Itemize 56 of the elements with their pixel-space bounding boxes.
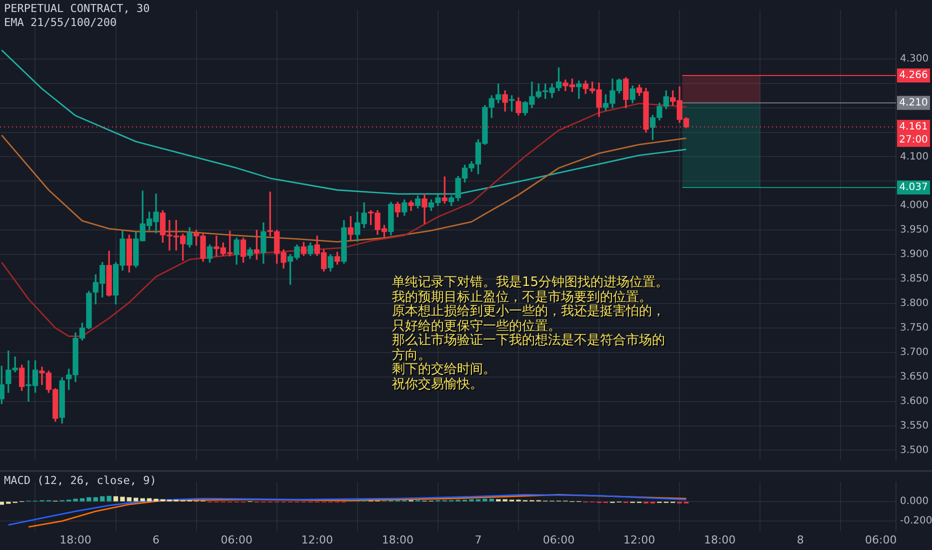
annotation: 27:00 — [899, 134, 928, 146]
x-tick-label: 18:00 — [60, 533, 92, 546]
y-tick-label: 3.500 — [900, 444, 929, 456]
annotation: 原本想止损给到更小一些的，我还是挺害怕的，只好给的更保守一些的位置。 — [392, 304, 666, 334]
text: EMA 21/55/100/200 — [4, 16, 118, 30]
x-tick-label: 06:00 — [220, 533, 252, 546]
bar — [73, 498, 78, 502]
bar — [126, 497, 132, 502]
x-tick-label: 06:00 — [865, 533, 897, 546]
bar — [154, 498, 158, 502]
y-tick-label: 3.550 — [900, 420, 929, 432]
x-tick-label: 12:00 — [301, 533, 333, 546]
bar — [113, 496, 118, 502]
annotation: 祝你交易愉快。 — [392, 376, 484, 392]
ref-line-label: 4.161 — [899, 121, 928, 132]
x-tick-label: 18:00 — [382, 533, 414, 546]
bar — [93, 497, 98, 502]
bar — [0, 502, 4, 505]
bar — [134, 498, 138, 502]
y-tick-label: -0.200 — [900, 516, 932, 527]
annotation: 剩下的交给时间。 — [392, 362, 497, 377]
x-tick-label: 7 — [474, 533, 482, 546]
bar — [86, 497, 92, 502]
bar — [147, 498, 152, 502]
y-tick-label: 3.900 — [900, 249, 929, 260]
y-tick-label: 3.950 — [900, 224, 929, 236]
x-tick-label: 06:00 — [542, 533, 575, 546]
bar — [140, 498, 145, 502]
annotation: 那么让市场验证一下我的想法是不是符合市场的方向。 — [392, 333, 666, 362]
y-tick-label: 3.750 — [900, 322, 929, 334]
y-tick-label: 3.850 — [900, 274, 929, 285]
annotation: 我的预期目标止盈位，不是市场要到的位置。 — [392, 290, 653, 304]
bar — [482, 498, 488, 502]
ref-line-label: 4.037 — [899, 182, 928, 194]
y-tick-label: 3.700 — [900, 346, 929, 358]
chart-title: PERPETUAL CONTRACT, 30 — [4, 2, 150, 16]
y-tick-label: 3.650 — [900, 371, 929, 382]
bar — [80, 498, 85, 502]
y-tick-label: 3.800 — [900, 298, 929, 310]
annotation: 单纯记录下对错。我是15分钟图找的进场位置。 — [392, 275, 670, 290]
x-tick-label: 18:00 — [704, 533, 736, 546]
y-tick-label: 4.300 — [900, 54, 929, 65]
x-tick-label: 6 — [152, 533, 160, 546]
ref-line-label: 4.266 — [899, 70, 928, 82]
chart-title: MACD (12, 26, close, 9) — [4, 474, 156, 488]
y-tick-label: 4.000 — [900, 200, 929, 212]
x-tick-label: 8 — [796, 533, 804, 546]
x-tick-label: 12:00 — [623, 533, 656, 546]
bar — [120, 496, 125, 502]
y-tick-label: 3.600 — [900, 396, 929, 407]
bar — [106, 496, 112, 502]
y-tick-label: 0.000 — [900, 496, 929, 508]
ref-line-label: 4.210 — [899, 98, 928, 109]
bar — [100, 496, 105, 502]
y-tick-label: 4.100 — [900, 151, 929, 162]
bar — [489, 498, 494, 502]
